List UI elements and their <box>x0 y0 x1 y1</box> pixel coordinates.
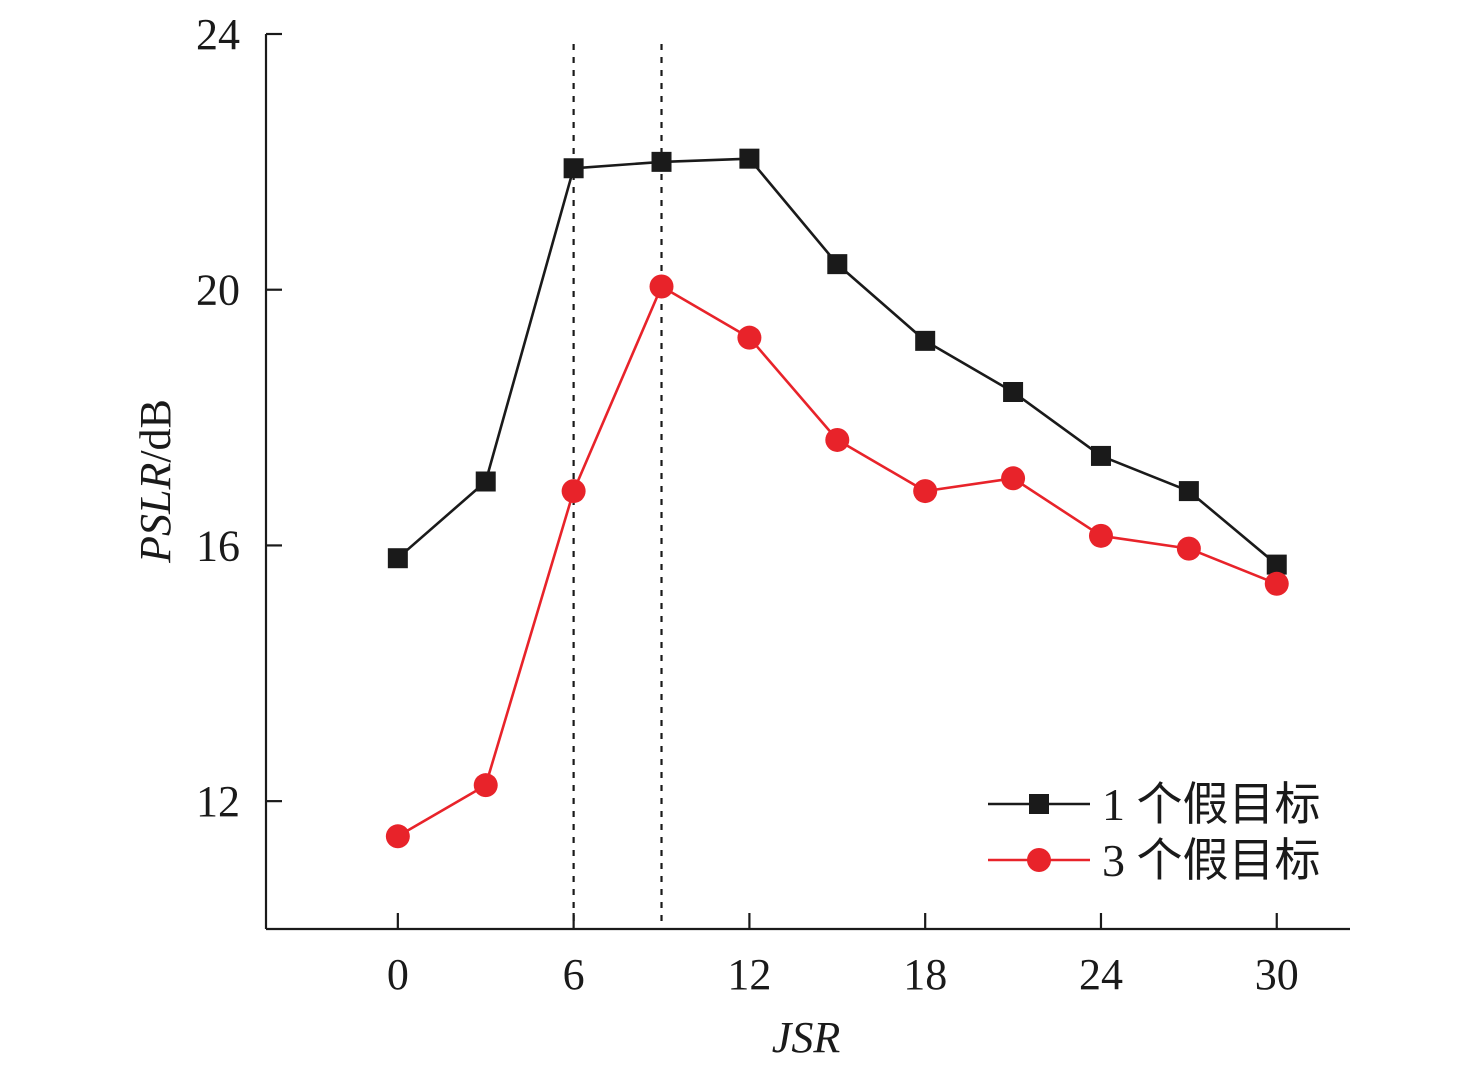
x-axis-label: JSR <box>772 1013 841 1062</box>
series-2 <box>385 274 1289 849</box>
y-ticks: 12 16 20 24 <box>196 10 282 826</box>
legend-label-series-2: 3 个假目标 <box>1102 835 1321 886</box>
x-tick-label-24: 24 <box>1079 950 1123 999</box>
legend-entry-series-2: 3 个假目标 <box>988 835 1321 886</box>
data-point-series-1-3 <box>651 151 672 172</box>
data-point-series-2-0 <box>385 824 410 849</box>
data-point-series-2-4 <box>737 325 762 350</box>
legend-marker-series-2 <box>1027 848 1051 872</box>
x-tick-label-18: 18 <box>903 950 947 999</box>
legend-marker-series-1 <box>1029 794 1049 814</box>
data-point-series-2-6 <box>913 479 938 504</box>
y-tick-label-16: 16 <box>196 521 240 570</box>
data-point-series-1-1 <box>475 471 496 492</box>
data-point-series-1-8 <box>1090 445 1111 466</box>
data-point-series-1-6 <box>915 330 936 351</box>
x-tick-label-12: 12 <box>727 950 771 999</box>
data-point-series-1-9 <box>1178 481 1199 502</box>
data-point-series-2-3 <box>649 274 674 299</box>
legend: 1 个假目标 3 个假目标 <box>988 779 1321 886</box>
reference-lines <box>572 44 663 929</box>
x-tick-label-0: 0 <box>387 950 409 999</box>
y-axis-label-quantity: PSLR <box>131 463 180 564</box>
y-axis-label-unit: /dB <box>131 399 180 463</box>
data-point-series-2-9 <box>1176 536 1201 561</box>
x-ticks: 0 6 12 18 24 30 <box>387 913 1299 999</box>
x-tick-label-30: 30 <box>1255 950 1299 999</box>
data-point-series-2-10 <box>1264 571 1289 596</box>
data-point-series-2-5 <box>825 427 850 452</box>
series-line-1 <box>396 157 1278 566</box>
data-point-series-1-4 <box>739 148 760 169</box>
data-point-series-1-7 <box>1003 382 1024 402</box>
y-tick-label-24: 24 <box>196 10 240 59</box>
series-line-2 <box>397 285 1278 838</box>
data-point-series-2-7 <box>1001 466 1026 491</box>
data-point-series-2-2 <box>561 479 586 504</box>
y-axis-label: PSLR/dB <box>131 399 180 564</box>
series <box>385 148 1289 849</box>
legend-entry-series-1: 1 个假目标 <box>988 779 1321 830</box>
x-tick-label-6: 6 <box>563 950 585 999</box>
data-point-series-2-1 <box>473 773 498 798</box>
data-point-series-1-2 <box>563 158 584 179</box>
y-tick-label-20: 20 <box>196 266 240 315</box>
legend-label-series-1: 1 个假目标 <box>1102 779 1321 830</box>
data-point-series-1-5 <box>827 254 848 275</box>
data-point-series-2-8 <box>1088 523 1113 548</box>
y-tick-label-12: 12 <box>196 777 240 826</box>
axes <box>264 34 1350 931</box>
data-point-series-1-0 <box>387 548 408 569</box>
data-point-series-1-10 <box>1266 554 1287 575</box>
series-1 <box>387 148 1287 575</box>
